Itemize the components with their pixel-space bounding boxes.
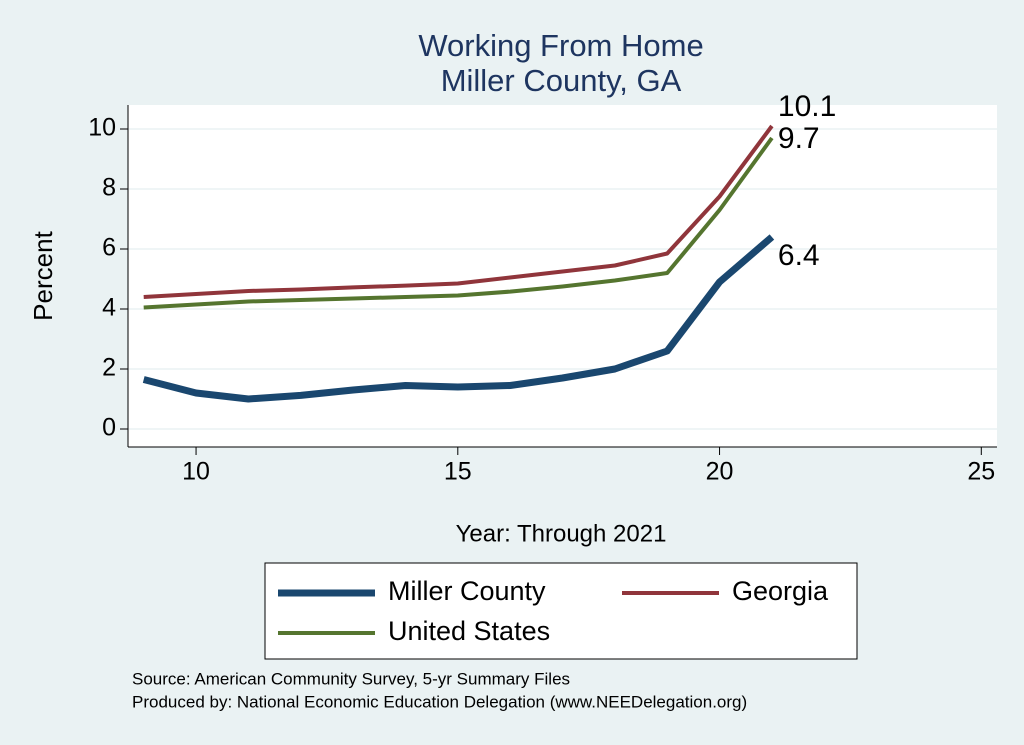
series-line [142,234,775,403]
legend [264,562,858,660]
series-line [143,136,774,310]
data-label: 10.1 [778,90,836,123]
y-tick-label: 10 [88,114,116,142]
y-tick-label: 8 [102,174,116,202]
legend-label: Georgia [732,576,829,606]
y-tick-label: 2 [102,354,116,382]
legend-label: United States [388,616,550,646]
x-tick-label: 15 [444,458,472,486]
produced-note: Produced by: National Economic Education… [132,692,747,711]
plot-area [128,105,997,447]
x-tick-label: 20 [706,458,734,486]
y-axis-title: Percent [28,230,58,320]
source-note: Source: American Community Survey, 5-yr … [132,669,570,688]
x-tick-label: 10 [182,458,210,486]
y-tick-label: 0 [102,414,116,442]
chart-title: Working From Home [418,28,703,63]
legend-label: Miller County [388,576,546,606]
data-label: 6.4 [778,239,820,272]
x-axis-title: Year: Through 2021 [456,520,667,547]
series-line [143,124,774,299]
y-tick-label: 6 [102,234,116,262]
data-label: 9.7 [778,122,820,155]
y-tick-label: 4 [102,294,116,322]
x-tick-label: 25 [967,458,995,486]
chart-subtitle: Miller County, GA [441,63,682,98]
